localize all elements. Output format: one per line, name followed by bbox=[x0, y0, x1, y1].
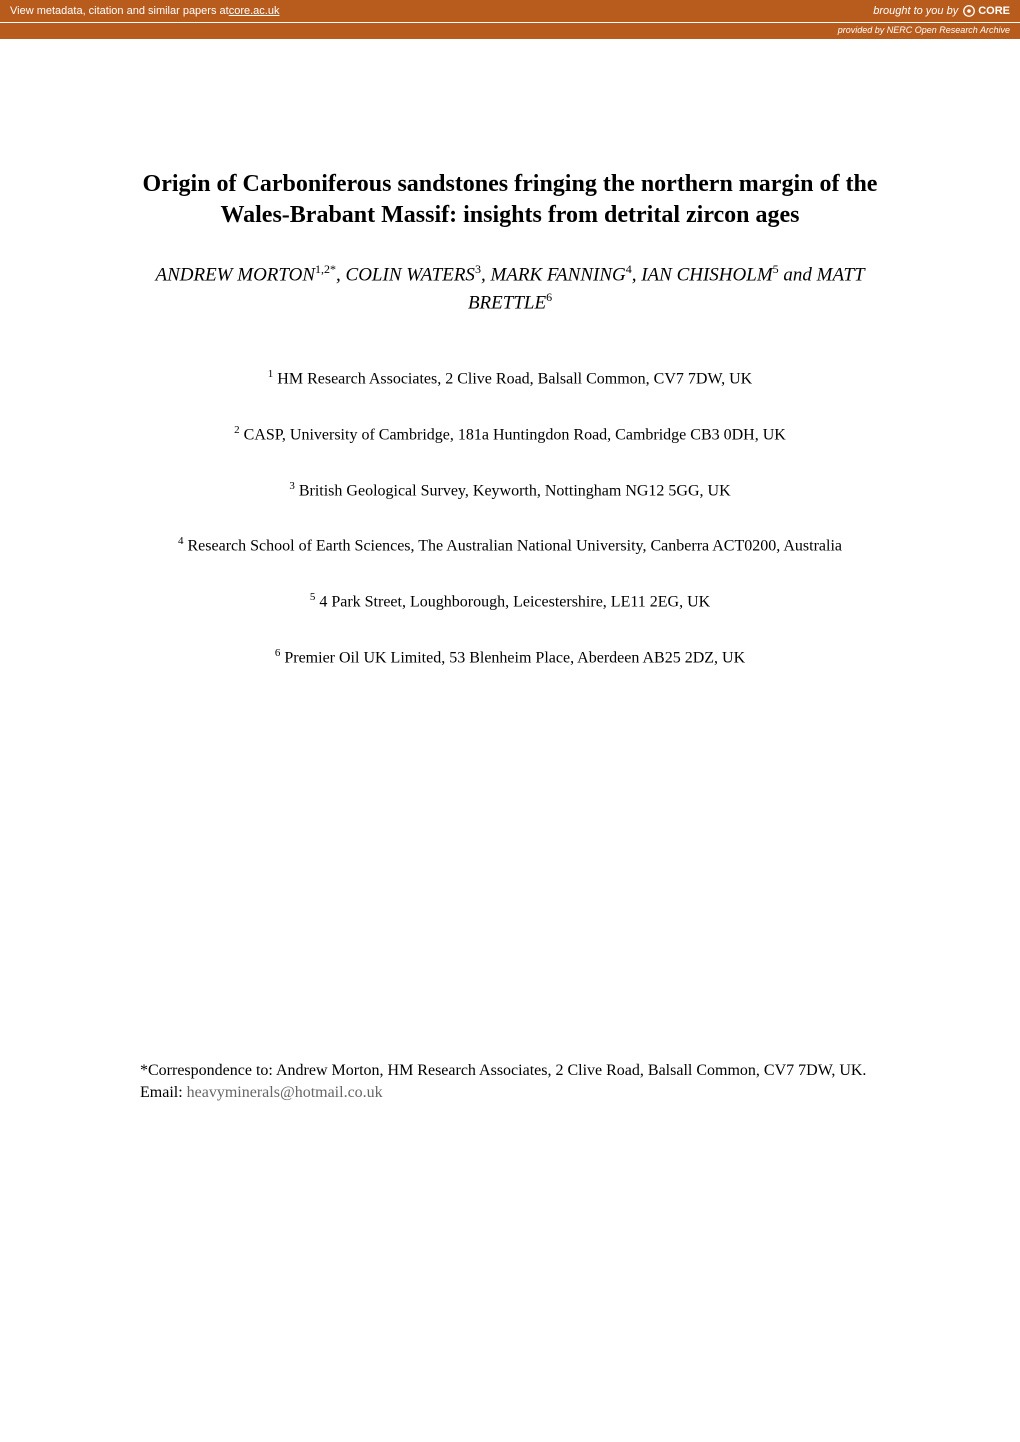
affiliation-2: 2 CASP, University of Cambridge, 181a Hu… bbox=[140, 423, 880, 447]
affiliation-5: 5 4 Park Street, Loughborough, Leicester… bbox=[140, 590, 880, 614]
banner-text: View metadata, citation and similar pape… bbox=[10, 5, 229, 17]
provided-by-text: provided by NERC Open Research Archive bbox=[838, 25, 1010, 35]
correspondence-email: heavyminerals@hotmail.co.uk bbox=[187, 1084, 383, 1101]
core-label: CORE bbox=[978, 5, 1010, 17]
authors-line: ANDREW MORTON1,2*, COLIN WATERS3, MARK F… bbox=[140, 261, 880, 317]
correspondence: *Correspondence to: Andrew Morton, HM Re… bbox=[140, 1060, 880, 1105]
sub-banner: provided by NERC Open Research Archive bbox=[0, 23, 1020, 39]
core-icon bbox=[962, 4, 976, 18]
affiliation-6: 6 Premier Oil UK Limited, 53 Blenheim Pl… bbox=[140, 646, 880, 670]
banner-left: View metadata, citation and similar pape… bbox=[10, 5, 279, 17]
paper-title: Origin of Carboniferous sandstones fring… bbox=[140, 169, 880, 231]
banner-right: brought to you by CORE bbox=[873, 4, 1010, 18]
core-link[interactable]: core.ac.uk bbox=[229, 5, 280, 17]
paper-content: Origin of Carboniferous sandstones fring… bbox=[0, 39, 1020, 1104]
affiliation-1: 1 HM Research Associates, 2 Clive Road, … bbox=[140, 367, 880, 391]
core-banner: View metadata, citation and similar pape… bbox=[0, 0, 1020, 22]
core-logo[interactable]: CORE bbox=[962, 4, 1010, 18]
affiliation-4: 4 Research School of Earth Sciences, The… bbox=[140, 534, 880, 558]
affiliation-3: 3 British Geological Survey, Keyworth, N… bbox=[140, 479, 880, 503]
brought-by-text: brought to you by bbox=[873, 5, 958, 17]
